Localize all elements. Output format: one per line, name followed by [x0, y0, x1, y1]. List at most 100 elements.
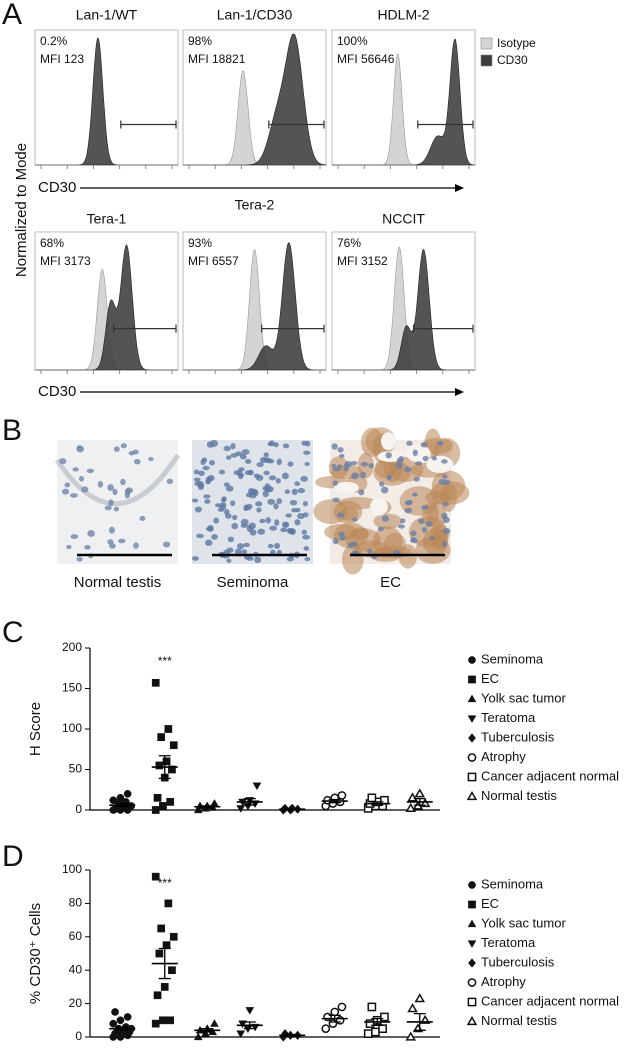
nucleus [256, 462, 264, 468]
series-group [236, 782, 263, 813]
data-point [466, 791, 478, 801]
error-bar [243, 1021, 256, 1030]
significance: *** [158, 876, 172, 890]
error-bar [286, 1033, 299, 1037]
y-tick-label: 200 [62, 640, 82, 654]
nucleus [287, 528, 295, 535]
error-bar [201, 805, 214, 809]
y-tick-label: 0 [75, 1029, 82, 1043]
stain-blob [339, 507, 359, 521]
nucleus [203, 494, 211, 499]
data-point [335, 1015, 345, 1025]
nucleus [234, 548, 243, 556]
data-point [155, 949, 164, 958]
nucleus [191, 556, 199, 561]
data-point [380, 1012, 389, 1022]
stain-blob [345, 528, 381, 552]
panel-label: A [2, 0, 22, 31]
data-point [468, 958, 476, 968]
nucleus [86, 468, 94, 474]
nucleus [303, 450, 311, 455]
nucleus [223, 445, 231, 452]
data-point [466, 1016, 478, 1026]
data-point [467, 753, 477, 762]
nucleus [267, 498, 275, 505]
nucleus [128, 451, 135, 456]
legend-label: Isotype [497, 36, 536, 50]
image-label: EC [380, 574, 401, 591]
legend-label: Yolk sac tumor [481, 915, 566, 930]
nucleus [191, 498, 199, 503]
data-point [367, 1002, 377, 1012]
nucleus [194, 506, 202, 513]
flow-mfi: MFI 3152 [337, 254, 388, 268]
data-point [252, 782, 262, 791]
ihc-image [313, 427, 470, 575]
nucleus [76, 445, 83, 450]
nucleus [255, 474, 264, 481]
data-point [367, 793, 377, 803]
nucleus [162, 541, 171, 548]
nucleus [406, 440, 413, 446]
nucleus [338, 531, 346, 536]
nucleus [338, 453, 345, 459]
series-group [405, 788, 433, 813]
data-point [468, 881, 476, 889]
nucleus [274, 519, 280, 526]
nucleus [246, 556, 254, 561]
nucleus [256, 507, 262, 513]
nucleus [421, 526, 428, 533]
data-point [337, 1002, 347, 1012]
nucleus [287, 461, 294, 467]
data-point [467, 772, 477, 782]
image-label: Seminoma [217, 574, 289, 591]
nucleus [400, 518, 406, 524]
series-group [279, 803, 306, 815]
data-point [111, 1008, 119, 1016]
error-bar [243, 798, 256, 806]
nucleus [412, 492, 418, 497]
legend-label: Seminoma [481, 876, 544, 891]
flow-percent: 68% [40, 236, 64, 250]
nucleus [276, 498, 283, 505]
nucleus [284, 489, 290, 494]
nucleus [297, 487, 306, 494]
nucleus [198, 470, 205, 477]
data-point [467, 715, 477, 723]
nucleus [225, 513, 232, 519]
nucleus [431, 455, 437, 461]
error-bar [413, 1012, 426, 1031]
nucleus [351, 517, 358, 522]
data-point [162, 941, 171, 949]
flow-percent: 0.2% [40, 34, 68, 48]
legend-label: Yolk sac tumor [481, 690, 566, 705]
legend-label: EC [481, 671, 499, 686]
gate [120, 120, 177, 129]
nucleus [254, 556, 262, 564]
nucleus [64, 482, 71, 488]
flow-x-label: CD30 [38, 383, 76, 400]
nucleus [332, 467, 341, 472]
nucleus [405, 500, 413, 505]
data-point [365, 1019, 375, 1028]
nucleus [108, 526, 115, 534]
flow-title: Lan-1/CD30 [217, 7, 293, 23]
nucleus [225, 485, 234, 492]
cd30-histogram [332, 38, 476, 166]
stain-blob [440, 482, 457, 512]
nucleus [332, 537, 339, 545]
data-point [328, 1019, 338, 1028]
data-point [123, 789, 132, 798]
flow-plot [182, 29, 327, 169]
nucleus [148, 457, 154, 462]
nucleus [120, 443, 127, 449]
cd30-histogram [35, 37, 178, 166]
nucleus [336, 512, 345, 518]
nucleus [59, 458, 67, 465]
nucleus [244, 459, 252, 464]
nucleus [404, 507, 413, 514]
y-tick-label: 50 [69, 762, 83, 776]
nucleus [301, 529, 307, 535]
data-point [414, 993, 426, 1003]
